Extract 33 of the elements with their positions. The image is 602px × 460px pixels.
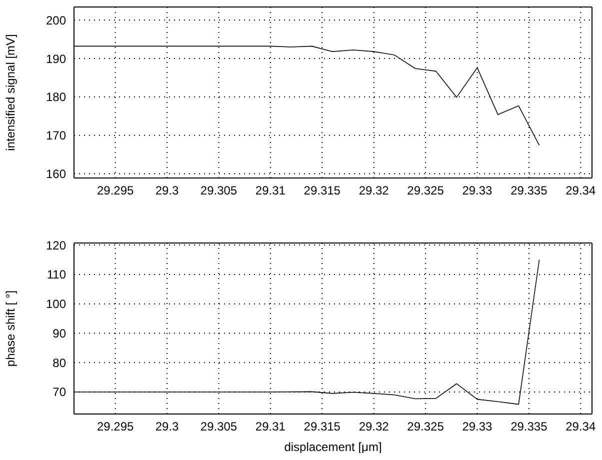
x-tick-label: 29.295 (97, 420, 134, 434)
x-tick-label: 29.34 (566, 184, 596, 198)
y-tick-label: 190 (46, 52, 66, 66)
y-tick-label: 120 (46, 238, 66, 252)
y-tick-label: 110 (46, 268, 66, 282)
y-tick-label: 70 (52, 385, 66, 400)
x-tick-label: 29.31 (255, 420, 286, 434)
x-tick-label: 29.325 (407, 184, 444, 198)
x-tick-label: 29.315 (304, 420, 341, 434)
y-tick-label: 170 (46, 128, 66, 143)
y-tick-label: 80 (52, 356, 66, 370)
x-tick-label: 29.295 (97, 184, 134, 198)
x-tick-label: 29.305 (200, 420, 238, 434)
y-tick-label: 100 (46, 297, 66, 312)
x-tick-label: 29.3 (155, 184, 180, 198)
x-tick-label: 29.335 (510, 420, 548, 434)
x-tick-label: 29.32 (358, 420, 390, 434)
y-tick-label: 160 (46, 167, 66, 182)
x-tick-label: 29.3 (155, 420, 180, 434)
x-tick-label: 29.325 (407, 420, 444, 434)
x-tick-label: 29.34 (566, 420, 596, 434)
x-tick-label: 29.31 (255, 184, 286, 198)
x-tick-label: 29.33 (462, 184, 493, 198)
y-tick-label: 90 (52, 326, 66, 340)
y-tick-label: 200 (46, 13, 66, 28)
x-tick-label: 29.32 (358, 184, 390, 198)
y-axis-title: intensified signal [mV] (3, 34, 18, 151)
x-tick-label: 29.305 (200, 184, 238, 198)
x-tick-label: 29.335 (510, 184, 548, 198)
x-tick-label: 29.315 (304, 184, 341, 198)
x-tick-label: 29.33 (462, 420, 493, 434)
y-tick-label: 180 (46, 90, 66, 104)
y-axis-title: phase shift [ °] (3, 290, 18, 367)
